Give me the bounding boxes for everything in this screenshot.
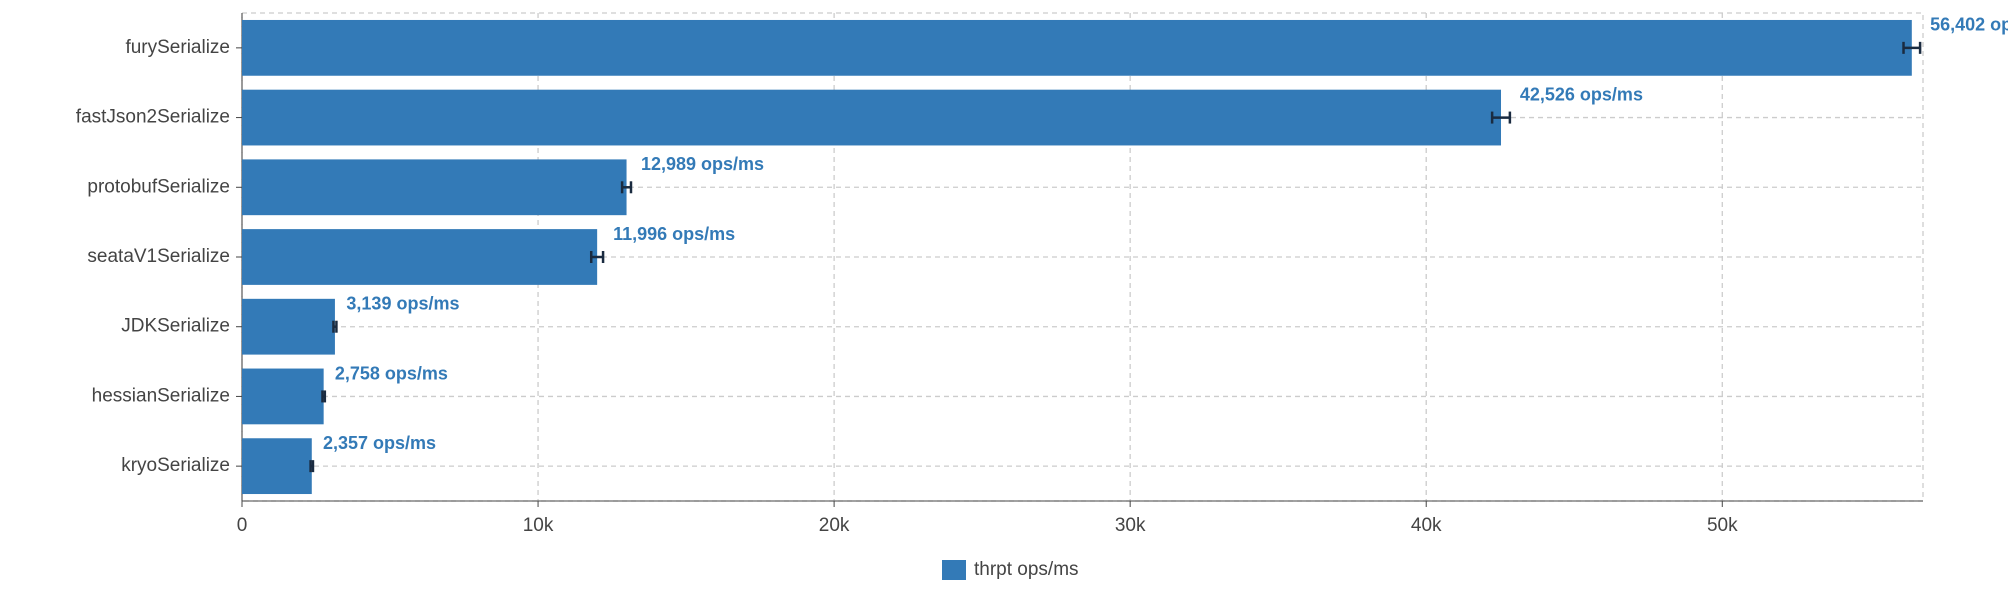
error-bar [309, 460, 315, 473]
y-tick-label: protobufSerialize [87, 176, 230, 197]
value-label: 11,996 ops/ms [613, 224, 735, 244]
bar [242, 368, 324, 425]
bar [242, 19, 1912, 76]
error-bar [1490, 111, 1512, 124]
value-label: 3,139 ops/ms [346, 294, 459, 314]
y-tick-label: hessianSerialize [92, 385, 230, 406]
value-label: 2,357 ops/ms [323, 433, 436, 453]
value-label: 12,989 ops/ms [641, 154, 764, 174]
error-bar [589, 251, 605, 263]
y-tick-label: kryoSerialize [121, 455, 230, 476]
y-tick-label: fastJson2Serialize [76, 107, 230, 128]
bar [242, 229, 598, 285]
legend-swatch [942, 560, 966, 580]
y-tick-label: JDKSerialize [121, 316, 230, 337]
error-bar [620, 181, 633, 194]
x-tick-label: 10k [523, 515, 554, 536]
y-tick-label: seataV1Serialize [87, 246, 230, 267]
value-label: 56,402 ops/ms [1930, 15, 2008, 35]
bar [242, 438, 312, 495]
x-tick-label: 30k [1115, 515, 1146, 536]
x-tick-label: 0 [237, 515, 248, 536]
value-label: 42,526 ops/ms [1520, 84, 1643, 104]
x-tick-label: 40k [1411, 515, 1442, 536]
error-bar [1902, 41, 1922, 54]
x-tick-label: 50k [1707, 515, 1738, 536]
error-bar [332, 320, 338, 333]
y-tick-label: furySerialize [125, 37, 230, 58]
value-label: 2,758 ops/ms [335, 363, 448, 383]
x-tick-label: 20k [819, 515, 850, 536]
bar [242, 89, 1502, 146]
legend-label: thrpt ops/ms [974, 559, 1079, 580]
bar [242, 159, 627, 216]
bar [242, 298, 335, 355]
error-bar [321, 390, 327, 403]
